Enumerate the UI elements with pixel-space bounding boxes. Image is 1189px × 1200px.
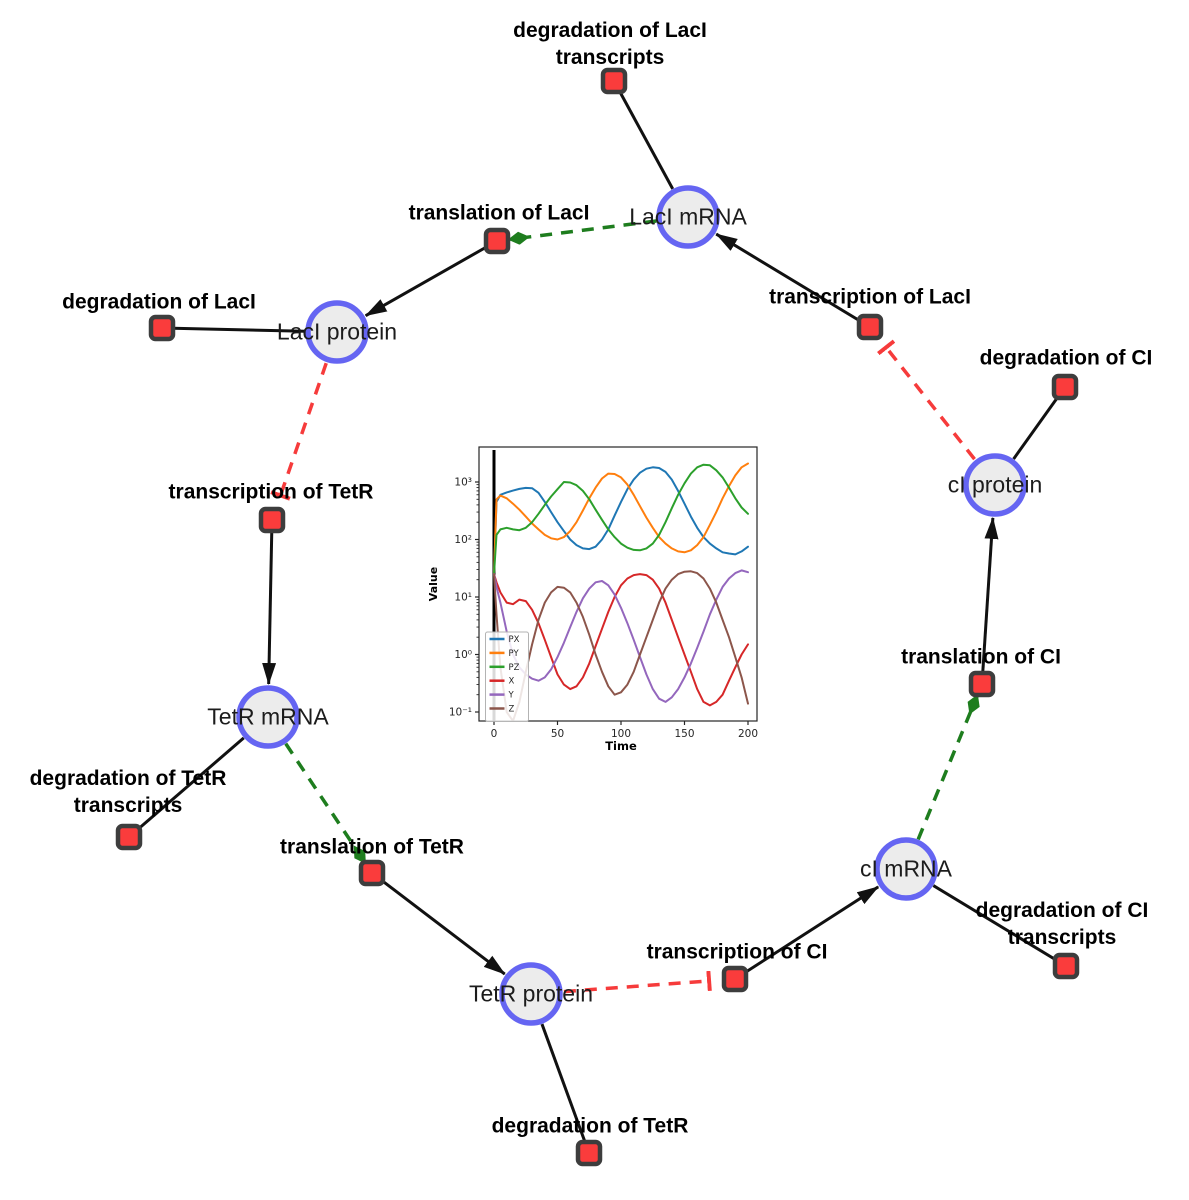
x-tick-label: 50	[551, 728, 564, 740]
reaction-node-transcription-of-laci[interactable]	[856, 313, 884, 341]
reaction-node-degradation-of-ci[interactable]	[1051, 373, 1079, 401]
reaction-node-translation-of-ci[interactable]	[968, 670, 996, 698]
reaction-node-translation-of-laci[interactable]	[483, 227, 511, 255]
y-tick-label: 10³	[454, 477, 472, 489]
legend-label-PX: PX	[509, 635, 520, 645]
species-node-ci-protein[interactable]	[963, 453, 1027, 517]
series-line-X	[493, 573, 749, 707]
degradation-edge-tetr-protein-to-degradation-of-tetr	[540, 1023, 591, 1154]
legend-label-Z: Z	[509, 705, 515, 715]
legend-label-Y: Y	[508, 691, 515, 701]
inhibition-edge-ci-protein-to-transcription-of-laci	[877, 339, 976, 461]
reaction-node-transcription-of-tetr[interactable]	[258, 506, 286, 534]
reaction-node-degradation-of-ci-transcripts[interactable]	[1052, 952, 1080, 980]
series-line-PX	[493, 466, 749, 576]
production-edge-translation-of-laci-to-laci-protein	[364, 239, 498, 317]
x-axis-label: Time	[605, 739, 637, 753]
x-tick-label: 0	[491, 728, 498, 740]
edge-layer	[128, 80, 1067, 1154]
modifier-edge-ci-mrna-to-translation-of-ci	[916, 694, 980, 841]
legend-box	[485, 631, 529, 722]
production-edge-transcription-of-tetr-to-tetr-mrna	[262, 519, 277, 686]
y-axis-label: Value	[427, 567, 440, 601]
species-node-ci-mrna[interactable]	[874, 837, 938, 901]
reaction-node-transcription-of-ci[interactable]	[721, 965, 749, 993]
inhibition-edge-tetr-protein-to-transcription-of-ci	[563, 970, 712, 994]
y-tick-label: 10¹	[454, 592, 472, 604]
degradation-edge-laci-protein-to-degradation-of-laci	[161, 326, 306, 333]
degradation-edge-ci-mrna-to-degradation-of-ci-transcripts	[932, 884, 1067, 968]
y-tick-label: 10⁻¹	[449, 707, 472, 719]
reaction-node-degradation-of-tetr-transcripts[interactable]	[115, 823, 143, 851]
degradation-edge-laci-mrna-to-degradation-of-laci-transcripts	[612, 80, 675, 190]
legend-label-X: X	[509, 677, 515, 687]
series-line-Y	[493, 569, 749, 703]
x-tick-label: 150	[674, 728, 694, 740]
node-layer	[115, 67, 1080, 1167]
inhibition-edge-laci-protein-to-transcription-of-tetr	[270, 362, 328, 501]
series-line-Z	[493, 570, 749, 721]
modifier-edge-tetr-mrna-to-translation-of-tetr	[284, 742, 367, 864]
species-node-tetr-protein[interactable]	[499, 962, 563, 1026]
x-tick-label: 100	[611, 728, 631, 740]
reaction-node-degradation-of-laci-transcripts[interactable]	[600, 67, 628, 95]
species-node-tetr-mrna[interactable]	[236, 685, 300, 749]
modifier-edge-laci-mrna-to-translation-of-laci	[507, 219, 657, 245]
x-tick-label: 200	[738, 728, 758, 740]
series-curves	[493, 462, 749, 721]
legend-label-PZ: PZ	[509, 663, 520, 673]
y-tick-label: 10²	[454, 534, 472, 546]
degradation-edge-tetr-mrna-to-degradation-of-tetr-transcripts	[128, 736, 245, 839]
series-line-PZ	[493, 463, 749, 576]
production-edge-transcription-of-laci-to-laci-mrna	[715, 232, 871, 329]
reaction-node-degradation-of-laci[interactable]	[148, 314, 176, 342]
species-node-laci-protein[interactable]	[305, 300, 369, 364]
plot-frame	[478, 446, 758, 722]
reaction-node-degradation-of-tetr[interactable]	[575, 1139, 603, 1167]
legend-label-PY: PY	[509, 649, 520, 659]
reaction-node-translation-of-tetr[interactable]	[358, 859, 386, 887]
species-node-laci-mrna[interactable]	[656, 185, 720, 249]
production-edge-translation-of-ci-to-ci-protein	[980, 516, 999, 685]
production-edge-translation-of-tetr-to-tetr-protein	[371, 871, 506, 976]
legend: PX PY PZ XYZ	[485, 631, 529, 722]
production-edge-transcription-of-ci-to-ci-mrna	[734, 885, 880, 981]
y-tick-label: 10⁰	[454, 649, 472, 661]
